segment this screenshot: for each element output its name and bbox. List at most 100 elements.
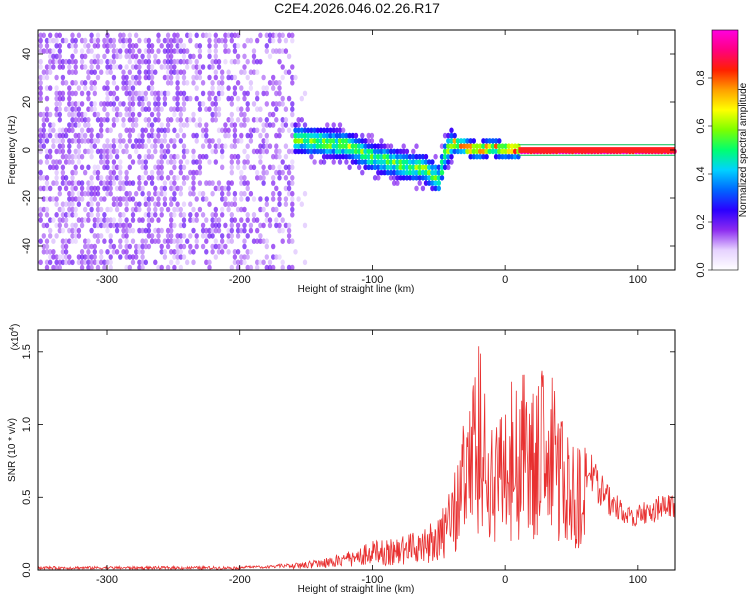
spectrogram-cell: [165, 264, 171, 271]
spectrogram-cell: [38, 95, 43, 102]
spectrogram-cell: [331, 159, 336, 165]
spectrogram-cell: [156, 138, 161, 144]
spectrogram-cell: [385, 153, 390, 160]
spectrogram-cell: [130, 106, 136, 112]
spectrogram-cell: [411, 159, 416, 165]
spectrogram-cell: [191, 132, 196, 139]
spectrogram-cell: [86, 43, 91, 49]
spectrogram-cell: [220, 90, 225, 97]
spectrogram-cell: [48, 185, 53, 192]
spectrogram-cell: [143, 95, 148, 102]
spectrogram-cell: [382, 169, 387, 176]
spectrogram-cell: [134, 148, 139, 155]
spectrogram-cell: [286, 227, 292, 234]
spectrogram-cell: [67, 43, 72, 49]
spectrogram-cell: [232, 85, 238, 91]
spectrogram-cell: [213, 159, 218, 165]
colorbar-tick-label: 0.6: [695, 118, 707, 133]
spectrogram-cell: [121, 43, 126, 49]
spectrogram-cell: [162, 74, 168, 81]
spectrogram-cell: [44, 196, 50, 202]
spectrogram-cell: [89, 48, 94, 54]
spectrogram-cell: [200, 153, 206, 160]
spectrogram-cell: [165, 206, 171, 213]
spectrogram-cell: [213, 212, 218, 218]
spectrogram-cell: [181, 233, 187, 239]
spectrogram-cell: [76, 117, 82, 123]
spectrogram-cell: [286, 95, 292, 102]
spectrogram-cell: [414, 159, 419, 165]
spectrogram-cell: [156, 233, 161, 239]
spectrogram-cell: [83, 122, 88, 128]
spectrogram-cell: [290, 64, 295, 70]
spectrogram-cell: [181, 90, 187, 97]
spectrogram-cell: [258, 233, 263, 239]
spectrogram-cell: [159, 164, 164, 171]
spectrogram-cell: [239, 122, 244, 128]
spectrogram-cell: [264, 122, 269, 128]
spectrogram-cell: [427, 180, 432, 186]
spectrogram-cell: [105, 127, 110, 134]
spectrogram-cell: [165, 243, 171, 250]
spectrogram-cell: [226, 74, 231, 81]
spectrogram-cell: [181, 175, 187, 181]
spectrogram-cell: [302, 127, 308, 134]
spectrogram-cell: [105, 32, 110, 39]
spectrogram-cell: [274, 169, 279, 176]
spectrogram-cell: [89, 37, 94, 44]
spectrogram-cell: [89, 259, 94, 266]
spectrogram-cell: [242, 259, 247, 266]
spectrogram-cell: [114, 85, 120, 91]
spectrogram-cell: [169, 169, 174, 176]
spectrogram-cell: [79, 164, 85, 171]
spectrogram-cell: [334, 132, 340, 139]
spectrogram-cell: [156, 164, 161, 171]
spectrogram-cell: [140, 143, 145, 149]
spectrogram-cell: [191, 53, 196, 60]
spectrogram-cell: [274, 206, 279, 213]
spectrogram-cell: [449, 143, 454, 149]
spectrogram-cell: [264, 201, 269, 207]
colorbar-tick-label: 0.4: [695, 166, 707, 181]
spectrogram-cell: [99, 148, 104, 155]
spectrogram-cell: [73, 169, 78, 176]
spectrogram-cell: [92, 101, 98, 107]
spectrogram-cell: [194, 196, 199, 202]
spectrogram-cell: [146, 74, 152, 81]
spectrogram-cell: [130, 196, 136, 202]
spectrogram-cell: [185, 95, 190, 102]
spectrogram-cell: [156, 48, 161, 54]
spectrogram-cell: [41, 233, 46, 239]
spectrogram-cell: [210, 101, 215, 107]
spectrogram-cell: [146, 196, 152, 202]
spectrogram-cell: [446, 138, 451, 144]
spectrogram-cell: [235, 58, 241, 65]
spectrogram-cell: [334, 127, 340, 134]
spectrogram-cell: [60, 238, 66, 244]
spectrogram-cell: [509, 153, 515, 160]
spectrogram-cell: [169, 222, 174, 229]
spectrogram-cell: [73, 58, 78, 65]
spectrogram-cell: [274, 101, 279, 107]
spectrogram-cell: [63, 185, 69, 192]
spectrogram-cell: [446, 148, 451, 155]
spectrogram-cell: [392, 153, 397, 160]
spectrogram-cell: [41, 132, 46, 139]
spectrogram-cell: [111, 164, 117, 171]
spectrogram-cell: [274, 217, 279, 223]
spectrogram-cell: [280, 95, 285, 102]
spectrogram-cell: [200, 227, 206, 234]
spectrogram-cell: [121, 122, 126, 128]
spectrogram-cell: [67, 85, 72, 91]
spectrogram-cell: [95, 58, 101, 65]
spectrogram-cell: [111, 249, 117, 255]
spectrogram-cell: [76, 122, 82, 128]
spectrogram-cell: [67, 212, 72, 218]
snr-x-tick-label: 0: [502, 574, 508, 586]
spectrogram-cell: [44, 238, 50, 244]
spectrogram-cell: [79, 185, 85, 192]
spectrogram-cell: [121, 80, 126, 86]
spectrogram-cell: [220, 164, 225, 171]
spectrogram-cell: [407, 153, 413, 160]
spectrogram-cell: [83, 80, 88, 86]
